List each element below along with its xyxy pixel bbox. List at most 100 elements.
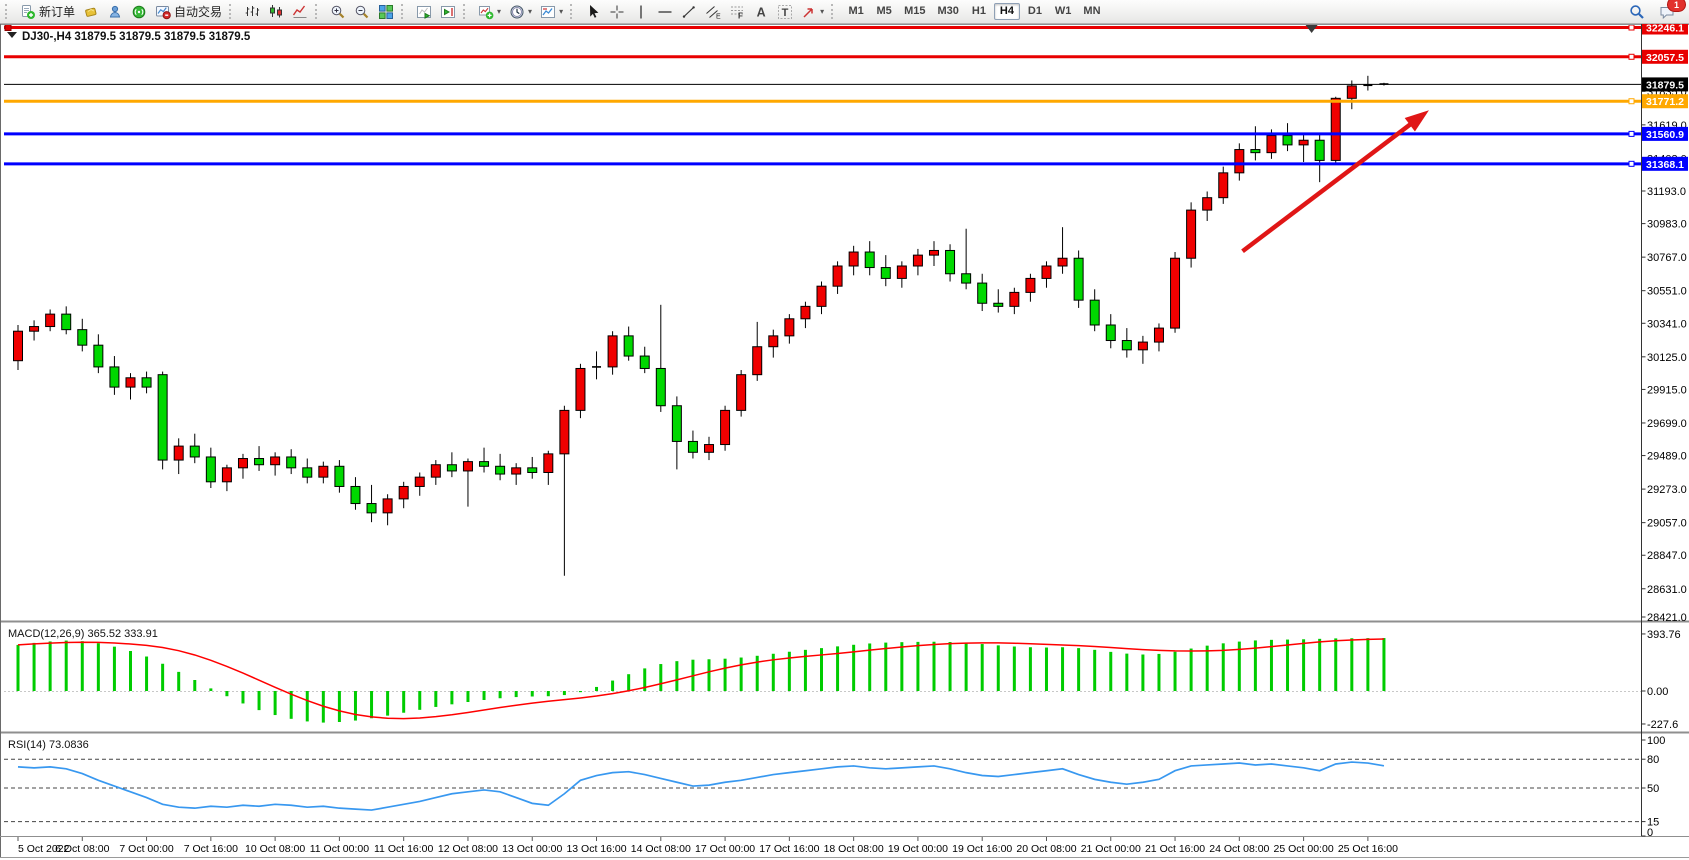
autotrading-icon — [156, 5, 171, 19]
candle-body — [157, 374, 168, 461]
timeframe-button-w1[interactable]: W1 — [1050, 3, 1077, 20]
horizontal-line-button[interactable] — [653, 1, 677, 22]
candle-body — [848, 251, 859, 267]
candle — [848, 245, 859, 276]
toolbar-group-orders: 新订单 自动交易 — [2, 0, 226, 23]
candle-body — [254, 458, 265, 466]
vertical-line-button[interactable] — [629, 1, 653, 22]
tile-windows-button[interactable] — [374, 1, 398, 22]
timeframe-button-h4[interactable]: H4 — [993, 3, 1020, 20]
line-anchor[interactable] — [1628, 24, 1635, 31]
candle — [334, 460, 345, 493]
bar-chart-button[interactable] — [240, 1, 264, 22]
candle-body — [575, 367, 586, 411]
candle-body — [977, 282, 988, 304]
macd-label: MACD(12,26,9) 365.52 333.91 — [8, 628, 158, 640]
zoom-out-button[interactable] — [350, 1, 374, 22]
line-anchor[interactable] — [1628, 160, 1635, 167]
time-axis-label: 17 Oct 00:00 — [695, 843, 755, 855]
candle-body — [430, 464, 441, 478]
candle — [382, 494, 393, 526]
timeframe-button-m5[interactable]: M5 — [871, 3, 897, 20]
candle — [1250, 126, 1261, 161]
timeframe-button-d1[interactable]: D1 — [1022, 3, 1048, 20]
candle-body — [1186, 209, 1197, 259]
chart-window[interactable]: DJ30-,H4 31879.5 31879.5 31879.5 31879.5… — [0, 23, 1689, 860]
candle-body — [205, 456, 216, 483]
candle — [1314, 134, 1325, 183]
hline-icon — [658, 10, 672, 13]
line-anchor[interactable] — [1628, 98, 1635, 105]
macd-tick-label: 393.76 — [1647, 629, 1681, 641]
candle — [768, 329, 779, 358]
candle — [736, 370, 747, 417]
time-axis-label: 25 Oct 16:00 — [1338, 843, 1398, 855]
trend-arrow-annotation[interactable] — [1241, 110, 1429, 254]
trendline-button[interactable] — [677, 1, 701, 22]
timeframe-button-m15[interactable]: M15 — [899, 3, 930, 20]
chart-shift-button[interactable] — [436, 1, 460, 22]
chart-shift-marker[interactable] — [1305, 25, 1318, 33]
time-axis-label: 10 Oct 08:00 — [245, 843, 305, 855]
candle — [607, 331, 618, 375]
bar-chart-icon — [245, 5, 260, 16]
candle-body — [1009, 291, 1020, 307]
profile-button[interactable] — [103, 1, 127, 22]
search-button[interactable] — [1625, 1, 1649, 22]
new-order-button[interactable]: 新订单 — [16, 1, 79, 22]
timeframe-button-m1[interactable]: M1 — [843, 3, 869, 20]
equidistant-channel-button[interactable]: E — [701, 1, 725, 22]
price-tick-label: 30767.0 — [1647, 252, 1687, 264]
candle — [896, 261, 907, 288]
new-order-icon — [22, 4, 35, 19]
line-anchor[interactable] — [1628, 130, 1635, 137]
crosshair-button[interactable] — [605, 1, 629, 22]
candle — [800, 301, 811, 329]
macd-tick-label: 0.00 — [1647, 686, 1668, 698]
timeframe-button-mn[interactable]: MN — [1078, 3, 1105, 20]
candle — [655, 304, 666, 412]
zoom-in-button[interactable] — [326, 1, 350, 22]
fibonacci-button[interactable]: F — [725, 1, 749, 22]
candle-body — [141, 377, 152, 388]
auto-scroll-button[interactable] — [412, 1, 436, 22]
candle-body — [45, 313, 56, 328]
candle — [880, 255, 891, 287]
collapse-triangle-icon[interactable] — [7, 32, 17, 38]
time-axis-label: 13 Oct 00:00 — [502, 843, 562, 855]
metaeditor-button[interactable] — [79, 1, 103, 22]
line-chart-button[interactable] — [288, 1, 312, 22]
price-axis[interactable]: 31835.031619.031403.031193.030983.030767… — [1641, 23, 1689, 839]
timeframe-button-h1[interactable]: H1 — [966, 3, 992, 20]
signals-button[interactable] — [127, 1, 151, 22]
price-tick-label: 31193.0 — [1647, 186, 1686, 198]
candle — [832, 261, 843, 294]
candle-body — [318, 465, 329, 478]
zoom-out-icon — [355, 5, 369, 18]
candle — [93, 334, 104, 374]
time-axis-label: 14 Oct 08:00 — [631, 843, 691, 855]
indicators-button[interactable]: ▾ — [474, 1, 505, 22]
toolbar-right: 1 — [1625, 0, 1689, 22]
signal-icon — [132, 5, 146, 18]
candle-body — [270, 456, 281, 466]
candle-body — [592, 366, 602, 368]
line-anchor[interactable] — [1628, 53, 1635, 60]
candle-body — [462, 461, 473, 472]
timeframe-button-m30[interactable]: M30 — [933, 3, 964, 20]
text-label-button[interactable]: T — [773, 1, 797, 22]
cursor-button[interactable] — [581, 1, 605, 22]
candle-body — [543, 453, 554, 473]
candlestick-chart-button[interactable] — [264, 1, 288, 22]
dropdown-caret-icon: ▾ — [559, 6, 564, 16]
shapes-button[interactable]: ▾ — [797, 1, 828, 22]
periods-button[interactable]: ▾ — [505, 1, 536, 22]
candle — [687, 430, 698, 459]
templates-button[interactable]: ▾ — [536, 1, 567, 22]
candle — [511, 463, 522, 485]
price-line-label-32057.5: 32057.5 — [1642, 49, 1688, 64]
line-anchor[interactable] — [4, 24, 12, 31]
autotrading-button[interactable]: 自动交易 — [151, 1, 226, 22]
text-button[interactable]: A — [749, 1, 773, 22]
